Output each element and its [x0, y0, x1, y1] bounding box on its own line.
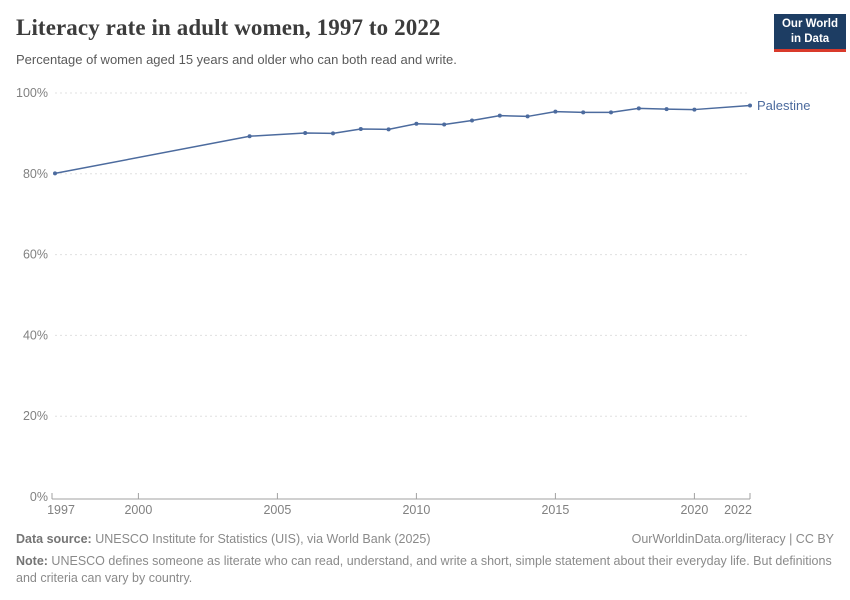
x-axis-tick-label: 1997	[47, 503, 75, 517]
data-point-marker[interactable]	[247, 134, 252, 139]
data-point-marker[interactable]	[636, 106, 641, 111]
x-axis-tick-label: 2010	[402, 503, 430, 517]
y-axis-tick-label: 80%	[23, 167, 48, 181]
line-chart-canvas[interactable]: 0% 20% 40% 60% 80% 100% 1997 2000 2005 2010 2015 20…	[0, 0, 850, 530]
x-axis-tick-label: 2022	[724, 503, 752, 517]
data-point-marker[interactable]	[609, 110, 613, 115]
x-axis-tick-label: 2000	[124, 503, 152, 517]
owid-logo-line1: Our World	[781, 18, 838, 31]
data-point-marker[interactable]	[525, 114, 530, 119]
chart-footer: Data source: UNESCO Institute for Statis…	[16, 531, 834, 588]
data-point-marker[interactable]	[470, 118, 474, 123]
data-point-marker[interactable]	[386, 127, 391, 132]
data-point-marker[interactable]	[358, 126, 363, 131]
data-point-marker[interactable]	[497, 113, 502, 118]
data-source-label: Data source:	[16, 532, 92, 546]
data-point-marker[interactable]	[581, 110, 586, 115]
x-axis-tick-label: 2005	[263, 503, 291, 517]
data-source-text: UNESCO Institute for Statistics (UIS), v…	[91, 532, 431, 546]
data-point-marker[interactable]	[331, 131, 335, 136]
data-point-marker[interactable]	[664, 107, 669, 112]
page-title: Literacy rate in adult women, 1997 to 20…	[16, 15, 441, 40]
owid-logo-line2: in Data	[790, 32, 830, 45]
y-axis-tick-label: 60%	[23, 248, 48, 262]
owid-logo[interactable]: Our World in Data	[774, 14, 846, 52]
data-point-marker[interactable]	[553, 109, 558, 114]
series-line[interactable]	[54, 104, 751, 175]
data-source-line: Data source: UNESCO Institute for Statis…	[16, 531, 431, 549]
y-axis-tick-label: 20%	[23, 409, 48, 423]
y-axis-tick-label: 0%	[30, 490, 48, 504]
page-subtitle: Percentage of women aged 15 years and ol…	[16, 52, 457, 67]
note-label: Note:	[16, 553, 48, 568]
data-point-marker[interactable]	[442, 122, 447, 127]
data-point-marker[interactable]	[748, 103, 752, 108]
data-point-marker[interactable]	[414, 121, 419, 126]
y-axis-tick-label: 100%	[16, 86, 48, 100]
data-point-marker[interactable]	[692, 107, 697, 112]
x-axis-tick-label: 2015	[541, 503, 569, 517]
entity-label[interactable]: Palestine	[757, 98, 810, 113]
note-text: UNESCO defines someone as literate who c…	[16, 553, 832, 586]
note-line: Note: UNESCO defines someone as literate…	[16, 553, 834, 588]
x-axis-tick-label: 2020	[680, 503, 708, 517]
data-point-marker[interactable]	[53, 171, 57, 176]
data-point-marker[interactable]	[303, 130, 308, 135]
license-link[interactable]: OurWorldinData.org/literacy | CC BY	[631, 532, 834, 546]
y-axis-tick-label: 40%	[23, 328, 48, 342]
